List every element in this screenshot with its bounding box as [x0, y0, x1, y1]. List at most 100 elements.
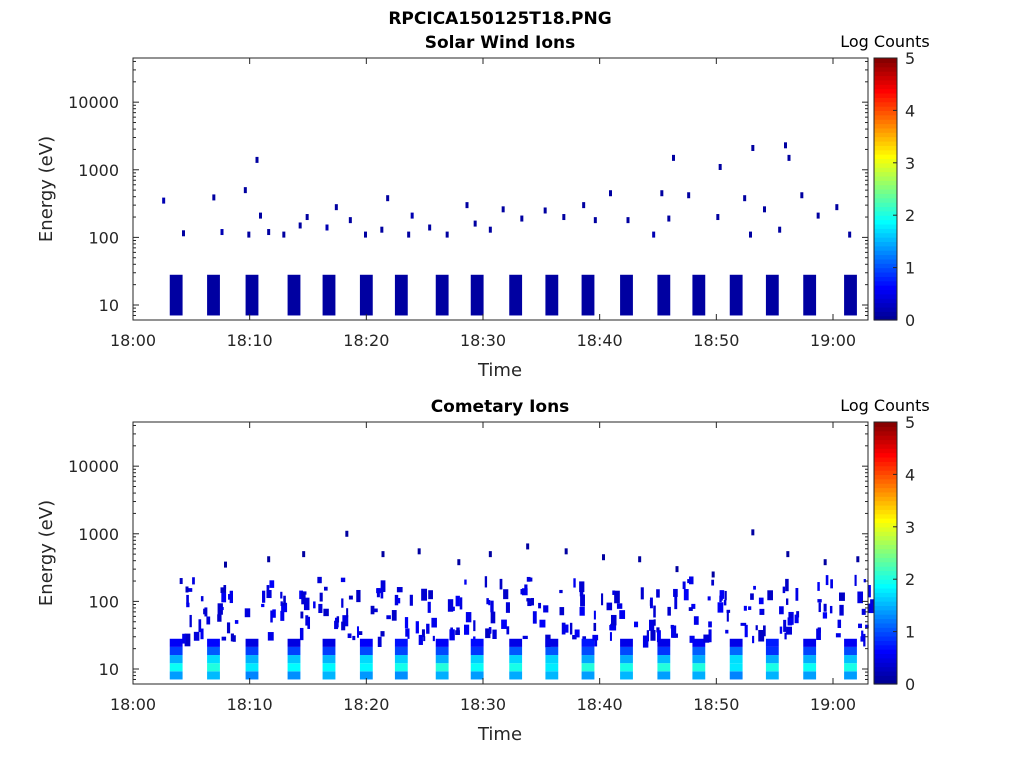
solar-wind-colorbar-segment — [874, 101, 897, 107]
cometary-mid-cell — [539, 619, 546, 628]
cometary-mid-cell — [397, 597, 401, 604]
cometary-mid-cell — [356, 589, 361, 603]
cometary-colorbar-segment — [874, 513, 897, 519]
cometary-mid-cell — [356, 626, 359, 638]
solar-wind-burst-cell — [169, 274, 183, 316]
cometary-mid-cell — [206, 616, 211, 625]
cometary-mid-cell — [449, 629, 455, 641]
cometary-mid-cell — [689, 635, 695, 643]
cometary-mid-cell — [767, 590, 773, 601]
solar-wind-scatter-cell — [716, 214, 720, 221]
solar-wind-burst-cell — [394, 274, 408, 316]
solar-wind-scatter-cell — [334, 204, 338, 211]
cometary-burst-cell — [765, 638, 779, 647]
cometary-mid-cell — [795, 587, 799, 601]
cometary-burst-cell — [322, 655, 336, 664]
cometary-colorbar-segment — [874, 574, 897, 580]
cometary-burst-cell — [207, 646, 220, 656]
cometary-mid-cell — [318, 603, 323, 614]
cometary-burst-cell — [435, 655, 449, 664]
solar-wind-burst-cell — [844, 274, 857, 316]
solar-wind-colorbar-tick-label: 4 — [905, 101, 915, 120]
solar-wind-scatter-cell — [848, 231, 852, 238]
cometary-mid-cell — [649, 600, 653, 606]
cometary-mid-cell — [459, 597, 463, 610]
cometary-burst-cell — [322, 638, 336, 647]
cometary-burst-cell — [169, 671, 183, 680]
cometary-mid-cell — [230, 633, 234, 642]
cometary-burst-cell — [435, 646, 449, 656]
solar-wind-scatter-cell — [672, 154, 675, 161]
cometary-mid-cell — [485, 628, 491, 639]
cometary-burst-cell — [581, 671, 595, 680]
cometary-mid-cell — [758, 629, 765, 642]
cometary-burst-cell — [287, 646, 301, 656]
solar-wind-colorbar-segment — [874, 215, 897, 221]
solar-wind-burst-cell — [470, 274, 484, 316]
cometary-colorbar-segment — [874, 491, 897, 497]
cometary-mid-cell — [303, 597, 310, 611]
cometary-burst-cell — [435, 663, 449, 672]
cometary-mid-cell — [748, 606, 752, 610]
solar-wind-scatter-cell — [220, 229, 224, 236]
cometary-mid-cell — [744, 624, 748, 638]
solar-wind-colorbar-segment — [874, 293, 897, 299]
cometary-burst-cell — [287, 671, 301, 680]
cometary-burst-cell — [470, 663, 484, 672]
cometary-burst-cell — [207, 655, 220, 664]
cometary-mid-cell — [724, 590, 727, 601]
solar-wind-colorbar-segment — [874, 154, 897, 160]
cometary-colorbar-segment — [874, 561, 897, 567]
solar-wind-scatter-cell — [751, 144, 755, 151]
cometary-burst-cell — [245, 646, 259, 656]
solar-wind-colorbar-segment — [874, 197, 897, 203]
cometary-colorbar-segment — [874, 544, 897, 550]
cometary-mid-cell — [782, 586, 786, 594]
cometary-mid-cell — [594, 635, 598, 647]
cometary-burst-cell — [287, 655, 301, 664]
solar-wind-colorbar: 0 1 2 3 4 5 — [873, 49, 915, 330]
cometary-mid-cell — [394, 594, 399, 606]
cometary-mid-cell — [653, 619, 656, 626]
cometary-mid-cell — [244, 608, 251, 618]
cometary-colorbar-tick-label: 2 — [905, 570, 915, 589]
cometary-mid-cell — [857, 591, 864, 604]
cometary-mid-cell — [352, 635, 356, 641]
cometary-mid-cell — [423, 636, 426, 642]
solar-wind-scatter-cell — [816, 212, 820, 219]
solar-wind-colorbar-segment — [874, 149, 897, 155]
cometary-mid-cell — [229, 590, 233, 604]
solar-wind-scatter-cell — [410, 212, 414, 219]
solar-wind-burst-cell — [245, 274, 259, 316]
solar-wind-colorbar-segment — [874, 241, 897, 247]
cometary-burst-cell — [620, 646, 633, 656]
cometary-burst-cell — [245, 663, 259, 672]
cometary-colorbar-tick-label: 5 — [905, 413, 915, 432]
cometary-burst-cell — [620, 638, 633, 647]
cometary-scatter-cell — [457, 559, 461, 566]
solar-wind-colorbar-segment — [874, 254, 897, 260]
cometary-mid-cell — [347, 633, 352, 639]
cometary-colorbar-segment — [874, 496, 897, 502]
cometary-mid-cell — [703, 634, 710, 643]
cometary-mid-cell — [217, 614, 222, 622]
cometary-scatter-cell — [267, 556, 271, 563]
cometary-mid-cell — [569, 622, 573, 635]
cometary-mid-cell — [656, 627, 660, 633]
cometary-burst-cell — [470, 638, 484, 647]
cometary-mid-cell — [340, 577, 346, 583]
cometary-colorbar-segment — [874, 635, 897, 641]
cometary-mid-cell — [192, 577, 195, 585]
cometary-colorbar-segment — [874, 470, 897, 475]
cometary-burst-cell — [844, 655, 857, 664]
solar-wind-colorbar-segment — [874, 97, 897, 103]
solar-wind-scatter-cell — [473, 220, 477, 227]
solar-wind-x-tick-label: 18:50 — [693, 331, 739, 350]
solar-wind-scatter-cell — [243, 187, 247, 194]
solar-wind-colorbar-segment — [874, 263, 897, 269]
solar-wind-colorbar-segment — [874, 119, 897, 125]
solar-wind-colorbar-segment — [874, 171, 897, 177]
cometary-burst-cell — [729, 671, 743, 680]
cometary-scatter-cell — [526, 543, 530, 550]
cometary-mid-cell — [317, 576, 322, 584]
